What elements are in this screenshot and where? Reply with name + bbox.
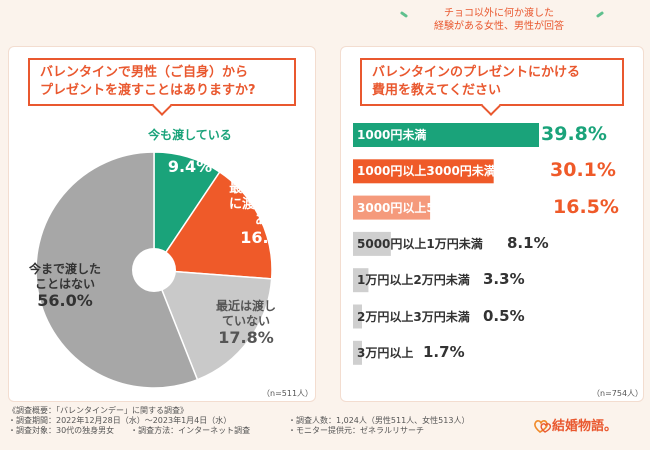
bar-value-6: 1.7% [423, 342, 465, 361]
pie-label-never: 今まで渡したことはない 56.0% [20, 262, 110, 310]
bar-1 [353, 159, 494, 184]
bar-label-3: 5000円以上1万円未満 [357, 236, 483, 251]
footer-target-method: ・調査対象：30代の独身男女 ・調査方法：インターネット調査 [8, 426, 251, 435]
bar-2 [353, 195, 431, 220]
pie-label-now-name: 今も渡している [148, 128, 232, 142]
pie-label-now: 今も渡している [125, 128, 255, 143]
pie-label-never-name: 今まで渡したことはない [28, 262, 101, 291]
left-title-line1: バレンタインで男性（ご自身）から [40, 65, 249, 80]
pie-center-hole [132, 248, 176, 292]
pie-value-sometimes: 16.8% [240, 228, 296, 247]
bar-label-5: 2万円以上3万円未満 [357, 309, 470, 324]
right-title-line2: 費用を教えてください [372, 83, 501, 98]
brand-logo: 結婚物語。 [552, 419, 618, 434]
bar-label-0: 1000円未満 [357, 128, 427, 142]
respondent-note-line1: チョコ以外に何か渡した [444, 8, 554, 19]
footer-count: ・調査人数：1,024人（男性511人、女性513人） [288, 416, 470, 425]
pie-slice-2 [152, 269, 273, 381]
bar-0 [353, 123, 539, 147]
respondent-note-line2: 経験がある女性、男性が回答 [434, 21, 564, 32]
respondent-note: チョコ以外に何か渡した 経験がある女性、男性が回答 [394, 7, 604, 33]
bar-value-1: 30.1% [550, 159, 616, 182]
pie-label-sometimes: 最近でもたまに渡すことはある 16.8% [228, 181, 308, 247]
bar-value-4: 3.3% [483, 270, 525, 289]
pie-value-never: 56.0% [37, 291, 93, 310]
bar-4 [353, 268, 369, 293]
footer-period: ・調査期間：2022年12月28日（水）〜2023年1月4日（水） [8, 416, 232, 425]
left-sample-size: （n=511人） [262, 389, 314, 398]
bar-value-3: 8.1% [507, 233, 549, 252]
footer-line1: 《調査概要：「バレンタインデー」に関する調査》 [8, 406, 188, 415]
heart-logo-icon [534, 420, 552, 433]
bar-3 [353, 231, 391, 256]
pie-value-recently-not: 17.8% [218, 328, 274, 347]
bar-value-0: 39.8% [541, 123, 607, 145]
pie-label-recently-not-name: 最近は渡していない [215, 299, 276, 328]
bar-label-1: 1000円以上3000円未満 [357, 164, 496, 179]
pie-slice-3 [35, 151, 199, 389]
bar-6 [353, 340, 362, 365]
pie-label-recently-not: 最近は渡していない 17.8% [196, 299, 296, 347]
bar-5 [353, 304, 362, 329]
bar-label-6: 3万円以上 [357, 345, 414, 360]
bar-label-2: 3000円以上5000円未満 [357, 200, 496, 215]
survey-footer: 《調査概要：「バレンタインデー」に関する調査》 ・調査期間：2022年12月28… [8, 406, 548, 436]
left-title-line2: プレゼントを渡すことはありますか? [40, 83, 256, 98]
pie-label-sometimes-name: 最近でもたまに渡すことはある [228, 181, 307, 228]
bar-value-2: 16.5% [553, 195, 619, 218]
right-sample-size: （n=754人） [592, 389, 644, 398]
bar-label-4: 1万円以上2万円未満 [357, 273, 470, 288]
pie-slice-1 [152, 170, 273, 280]
footer-provider: ・モニター提供元：ゼネラルリサーチ [288, 426, 424, 435]
bar-value-5: 0.5% [483, 306, 525, 325]
pie-value-now: 9.4% [167, 157, 213, 176]
right-title-line1: バレンタインのプレゼントにかける [372, 65, 581, 80]
